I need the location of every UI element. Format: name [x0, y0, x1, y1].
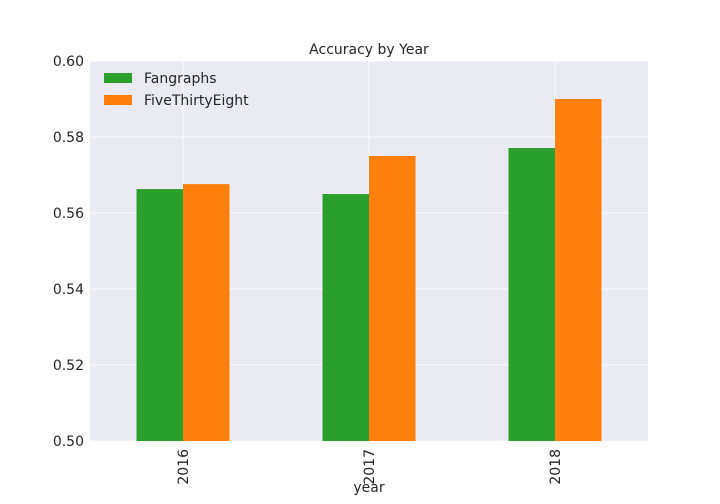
y-tick-label: 0.54: [53, 282, 84, 298]
y-tick-label: 0.50: [53, 434, 84, 450]
bar-fangraphs-2016: [136, 189, 183, 441]
y-tick-label: 0.56: [53, 206, 84, 222]
legend-label: FiveThirtyEight: [144, 93, 249, 109]
bar-fivethirtyeight-2017: [369, 156, 416, 441]
bar-fangraphs-2018: [508, 148, 555, 441]
legend-swatch: [104, 95, 132, 105]
x-axis-label: year: [353, 480, 384, 496]
x-tick-label: 2017: [362, 449, 378, 485]
chart-title: Accuracy by Year: [309, 42, 429, 58]
bar-fivethirtyeight-2018: [555, 99, 602, 441]
bars: [136, 99, 602, 441]
y-tick-label: 0.58: [53, 130, 84, 146]
y-tick-label: 0.52: [53, 358, 84, 374]
legend-label: Fangraphs: [144, 71, 217, 87]
x-tick-label: 2018: [548, 449, 564, 485]
x-tick-labels: 2016 2017 2018: [176, 449, 564, 485]
bar-fivethirtyeight-2016: [183, 184, 230, 441]
y-tick-label: 0.60: [53, 54, 84, 70]
y-tick-labels: 0.50 0.52 0.54 0.56 0.58 0.60: [53, 54, 84, 450]
x-tick-label: 2016: [176, 449, 192, 485]
bar-fangraphs-2017: [322, 194, 369, 441]
legend: Fangraphs FiveThirtyEight: [104, 71, 249, 109]
legend-swatch: [104, 73, 132, 83]
